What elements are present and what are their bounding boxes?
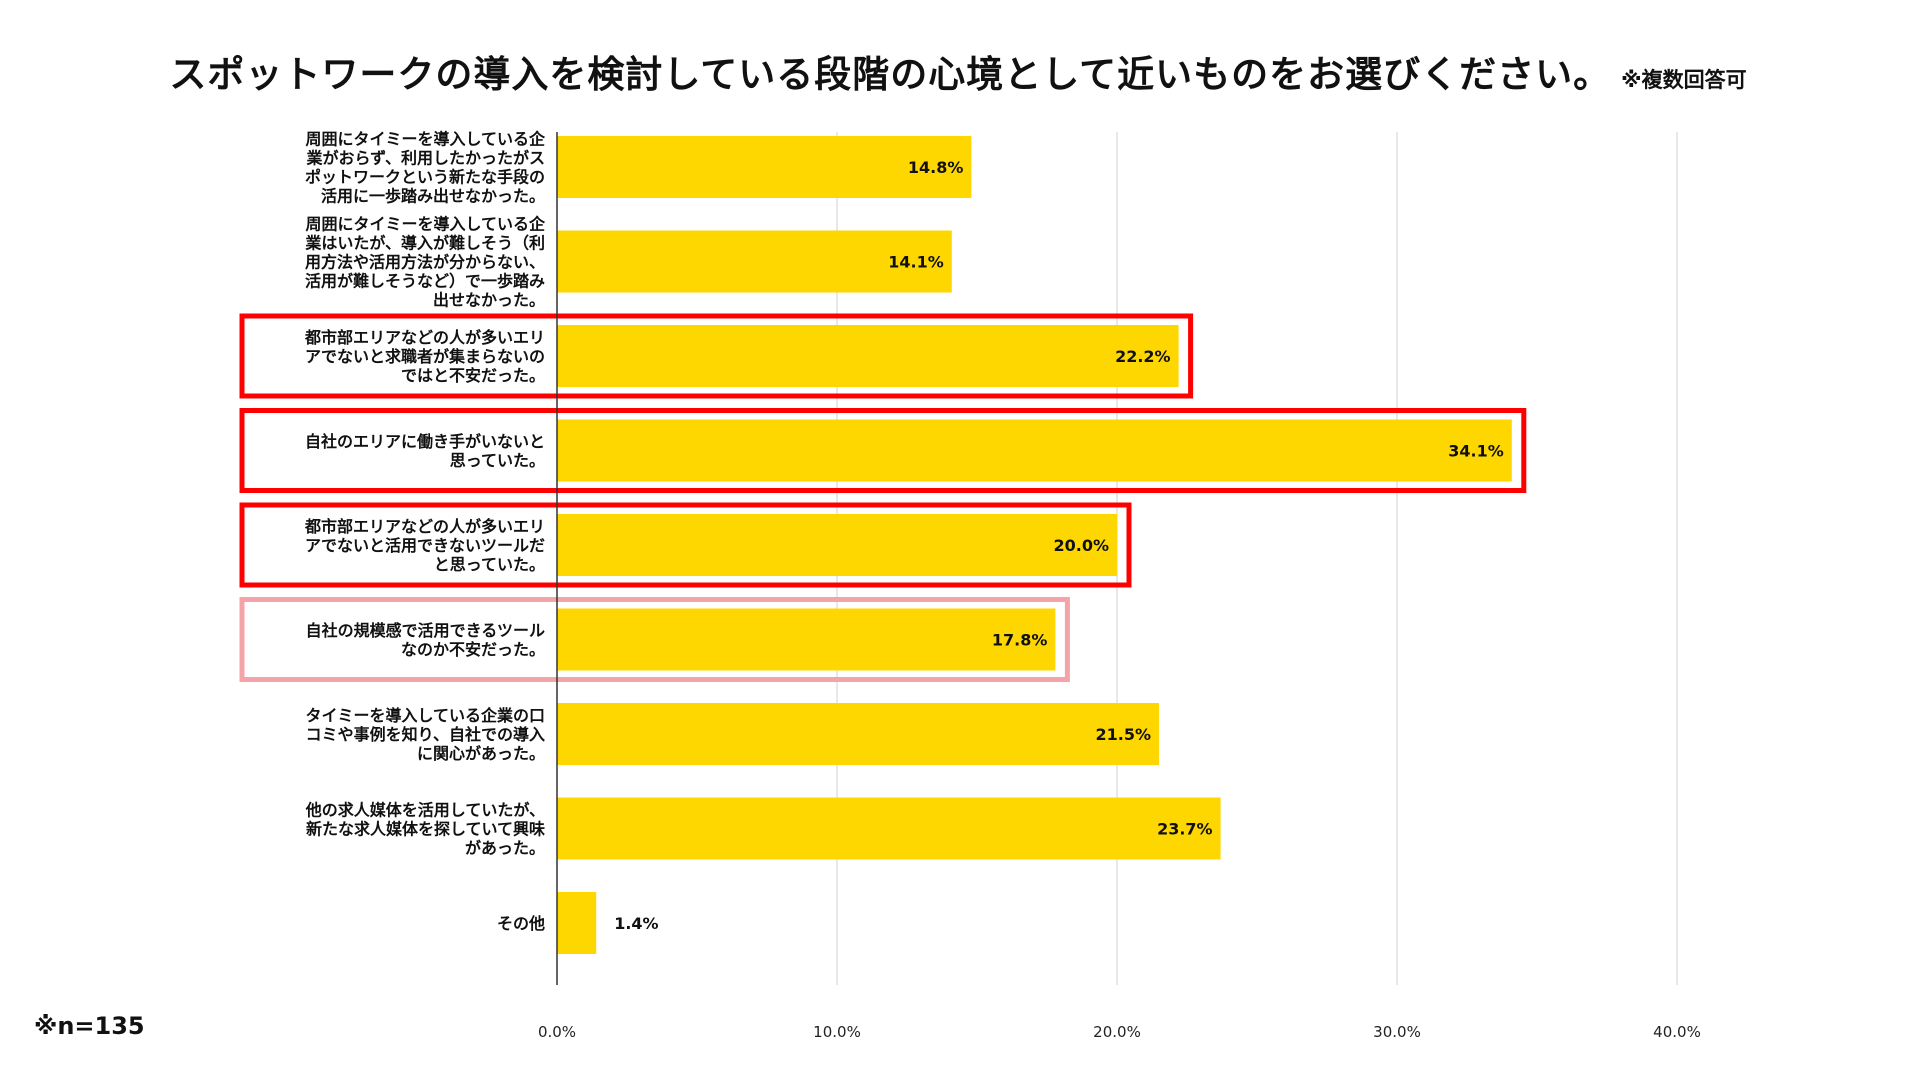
bar [557,230,952,293]
category-label: 都市部エリアなどの人が多いエリアでないと求職者が集まらないのではと不安だった。 [304,328,545,385]
category-label: 周囲にタイミーを導入している企業はいたが、導入が難しそう（利用方法や活用方法が分… [304,215,546,310]
bar-value-label: 20.0% [1053,536,1109,555]
bar [557,419,1512,482]
category-label: 自社の規模感で活用できるツールなのか不安だった。 [306,621,545,659]
bar [557,797,1221,860]
bar-value-label: 17.8% [992,631,1048,650]
highlight-box [239,313,1194,399]
bar [557,136,972,198]
bar-value-label: 14.1% [888,253,944,272]
x-tick-label: 30.0% [1373,1023,1421,1041]
highlight-box [239,408,1527,493]
chart-title: スポットワークの導入を検討している段階の心境として近いものをお選びください。 [169,53,1612,96]
chart-title-row: スポットワークの導入を検討している段階の心境として近いものをお選びください。 ※複… [0,44,1916,98]
bar-value-label: 34.1% [1448,442,1504,461]
bar-value-label: 23.7% [1157,820,1213,839]
multiple-answer-note: ※複数回答可 [1621,68,1747,92]
x-tick-label: 10.0% [813,1023,861,1041]
x-tick-label: 40.0% [1653,1023,1701,1041]
category-label: その他 [497,914,545,933]
bar [557,703,1159,765]
x-tick-label: 20.0% [1093,1023,1141,1041]
bar-value-label: 22.2% [1115,347,1171,366]
bar [557,514,1117,576]
bar-value-label: 14.8% [908,158,964,177]
bar [557,325,1179,387]
x-tick-label: 0.0% [538,1023,576,1041]
category-label: 他の求人媒体を活用していたが、新たな求人媒体を探していて興味があった。 [305,801,545,858]
category-label: タイミーを導入している企業の口コミや事例を知り、自社での導入に関心があった。 [305,706,545,763]
highlight-box [239,502,1132,588]
category-label: 周囲にタイミーを導入している企業がおらず、利用したかったがスポットワークという新… [305,130,546,206]
category-label: 自社のエリアに働き手がいないと思っていた。 [305,432,545,470]
bar-value-label: 21.5% [1095,725,1151,744]
bar-value-label: 1.4% [614,914,658,933]
bar [557,892,597,954]
highlight-box [239,597,1070,682]
bar [557,608,1056,671]
category-label: 都市部エリアなどの人が多いエリアでないと活用できないツールだと思っていた。 [304,517,545,574]
sample-size-note: ※n=135 [34,1012,145,1040]
